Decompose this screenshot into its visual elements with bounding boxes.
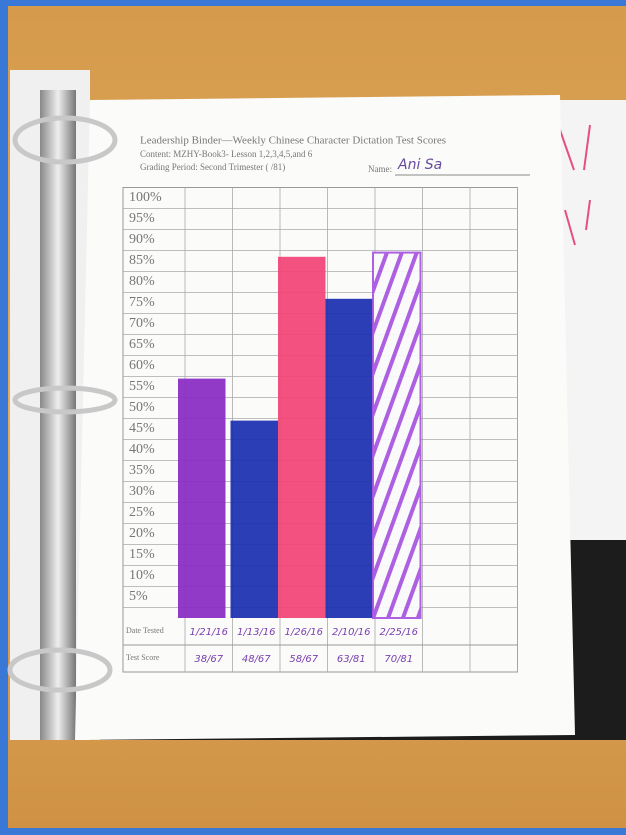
y-tick-label: 80% — [129, 274, 155, 289]
bar — [178, 378, 226, 618]
y-tick-label: 40% — [129, 442, 155, 457]
score-label: 70/81 — [384, 654, 413, 665]
chart: 5% 10% 15% 20% 25% 30% 35% 40% 45% 50% 55% 60% 65% 70… — [122, 187, 518, 673]
y-tick-label: 70% — [129, 316, 155, 331]
y-tick-label: 35% — [129, 463, 155, 478]
sheet-content: Content: MZHY-Book3- Lesson 1,2,3,4,5,an… — [140, 149, 313, 159]
date-label: 2/25/16 — [379, 627, 418, 638]
rings — [7, 115, 118, 693]
y-tick-label: 85% — [129, 253, 155, 268]
y-tick-label: 45% — [129, 421, 155, 436]
y-tick-label: 65% — [129, 337, 155, 352]
y-tick-label: 90% — [129, 232, 155, 247]
y-tick-label: 15% — [129, 547, 155, 562]
name-label: Name: — [368, 164, 392, 174]
y-tick-label: 100% — [129, 190, 162, 205]
score-label: 38/67 — [194, 654, 223, 665]
bar — [278, 256, 326, 618]
date-label: 1/26/16 — [284, 627, 323, 638]
y-tick-label: 75% — [129, 295, 155, 310]
score-label: 58/67 — [289, 654, 318, 665]
sheet-period: Grading Period: Second Trimester ( /81) — [140, 162, 285, 172]
y-tick-label: 60% — [129, 358, 155, 373]
y-tick-label: 30% — [129, 484, 155, 499]
bar — [230, 420, 278, 618]
binder-spine — [40, 90, 76, 740]
date-label: 2/10/16 — [332, 627, 371, 638]
y-tick-label: 55% — [129, 379, 155, 394]
y-tick-label: 25% — [129, 505, 155, 520]
row-label: Date Tested — [126, 626, 164, 635]
y-tick-label: 10% — [129, 568, 155, 583]
date-label: 1/13/16 — [237, 627, 276, 638]
student-name: Ani Sa — [397, 157, 442, 173]
score-label: 63/81 — [337, 654, 366, 665]
date-label: 1/21/16 — [189, 627, 228, 638]
y-tick-label: 50% — [129, 400, 155, 415]
score-label: 48/67 — [242, 654, 271, 665]
y-tick-label: 95% — [129, 211, 155, 226]
bar — [325, 298, 373, 618]
y-tick-label: 20% — [129, 526, 155, 541]
y-tick-label: 5% — [129, 589, 148, 604]
row-label: Test Score — [126, 653, 160, 662]
bar — [372, 251, 422, 619]
sheet-title: Leadership Binder—Weekly Chinese Charact… — [140, 135, 446, 147]
red-marks — [559, 124, 591, 246]
